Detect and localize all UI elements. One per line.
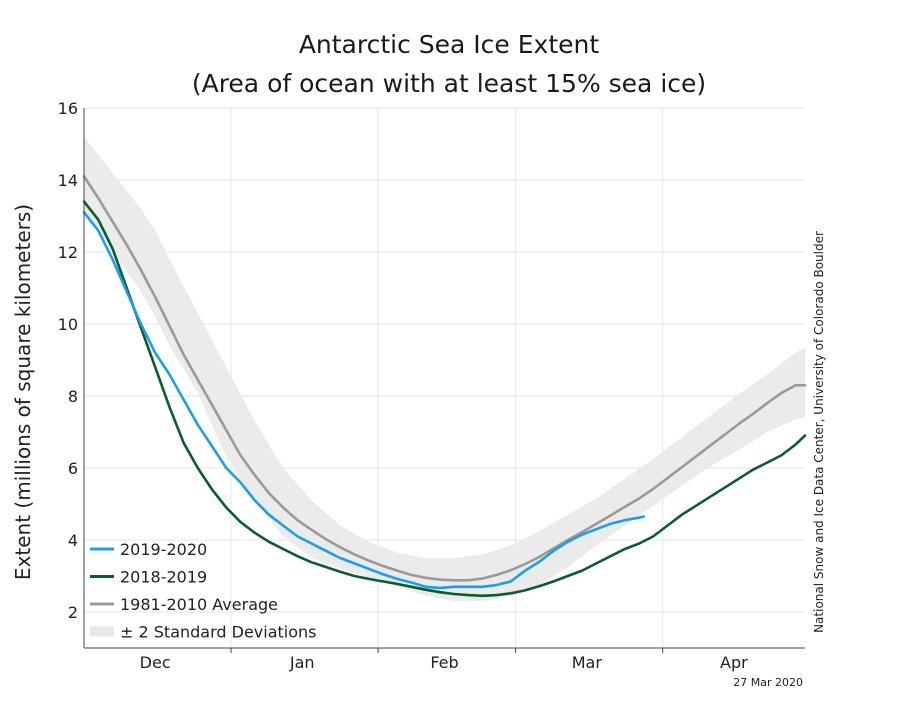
y-tick-label: 8 <box>68 387 78 406</box>
legend-label: 2019-2020 <box>120 540 207 559</box>
x-tick-label: Apr <box>720 653 748 672</box>
legend-label: 1981-2010 Average <box>120 595 278 614</box>
y-axis-label: Extent (millions of square kilometers) <box>11 204 35 580</box>
legend-label: 2018-2019 <box>120 568 207 587</box>
y-tick-label: 12 <box>58 243 78 262</box>
series-line-1981-2010-average <box>82 175 807 582</box>
y-tick-label: 4 <box>68 531 78 550</box>
x-tick-label: Mar <box>572 653 603 672</box>
y-tick-label: 10 <box>58 315 78 334</box>
y-tick-label: 2 <box>68 603 78 622</box>
credit-text: National Snow and Ice Data Center, Unive… <box>812 231 826 633</box>
legend-label: ± 2 Standard Deviations <box>120 623 317 642</box>
x-tick-label: Dec <box>140 653 171 672</box>
x-tick-label: Feb <box>430 653 458 672</box>
legend: 2019-2020 2018-2019 1981-2010 Average ± 2 S… <box>90 540 317 642</box>
y-tick-label: 16 <box>58 99 78 118</box>
y-tick-label: 6 <box>68 459 78 478</box>
series-line-2018-2019 <box>82 200 807 598</box>
y-tick-label: 14 <box>58 171 78 190</box>
chart-title: Antarctic Sea Ice Extent <box>299 30 600 59</box>
date-stamp: 27 Mar 2020 <box>733 676 803 689</box>
x-tick-label: Jan <box>289 653 315 672</box>
series-line-2019-2020 <box>82 211 646 590</box>
chart-subtitle: (Area of ocean with at least 15% sea ice… <box>192 69 706 98</box>
